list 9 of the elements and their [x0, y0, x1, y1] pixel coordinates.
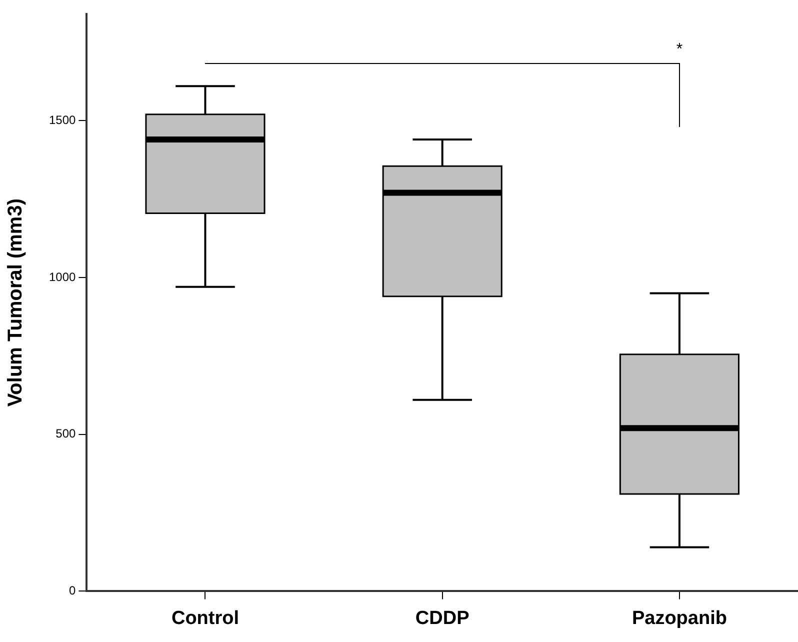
- y-tick-label: 0: [69, 584, 76, 598]
- x-tick-label: Control: [171, 608, 240, 629]
- x-tick-label: CDDP: [415, 608, 470, 629]
- y-tick-label: 1500: [48, 112, 76, 127]
- x-tick-label: Pazopanib: [632, 608, 727, 629]
- y-tick-label: 1000: [48, 270, 76, 284]
- y-tick-label: 500: [56, 426, 76, 441]
- y-axis-title: Volum Tumoral (mm3): [4, 198, 27, 407]
- annotation: *: [676, 41, 683, 60]
